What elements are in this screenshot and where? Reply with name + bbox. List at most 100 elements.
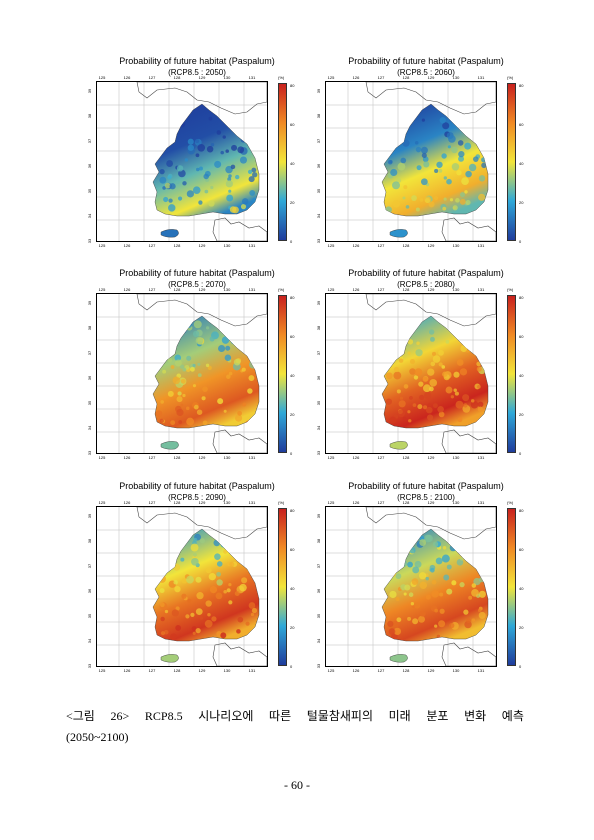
habitat-cell [433,195,439,201]
habitat-cell [388,628,396,635]
colorbar-tick-label: 80 [290,508,295,513]
longitude-tick-label: 131 [477,500,485,505]
habitat-map [325,506,497,667]
longitude-tick-label: 127 [377,243,385,248]
habitat-cell [443,176,447,180]
south-korea-habitat-region [381,315,489,429]
habitat-cell [159,602,165,608]
habitat-cell [425,576,429,581]
habitat-cell [187,144,194,151]
habitat-cell [234,590,240,596]
habitat-cell [415,207,420,212]
habitat-cell [455,198,460,203]
north-korea-outline [136,82,267,115]
caption-word: RCP8.5 [144,709,183,723]
habitat-cell [207,365,212,370]
habitat-cell [214,160,222,168]
longitude-tick-label: 129 [427,243,435,248]
habitat-cell [388,350,393,354]
panel-title: Probability of future habitat (Paspalum) [348,268,504,278]
habitat-cell [221,112,229,120]
colorbar-tick-label: 40 [290,373,295,378]
habitat-cell [455,114,462,120]
latitude-tick-label: 34 [316,425,322,431]
latitude-tick-label: 35 [87,400,93,406]
habitat-map [96,506,268,667]
habitat-cell [247,564,255,573]
habitat-cell [470,400,479,409]
habitat-cell [195,576,202,583]
habitat-cell [389,416,397,424]
habitat-cell [196,592,204,600]
habitat-cell [247,553,256,562]
habitat-cell [477,608,482,613]
colorbar-tick-label: 20 [519,200,524,205]
habitat-cell [426,414,434,421]
habitat-cell [438,168,443,173]
habitat-cell [202,386,208,392]
habitat-cell [182,393,186,398]
habitat-cell [243,109,251,117]
longitude-tick-label: 129 [198,500,206,505]
habitat-cell [245,621,250,626]
habitat-cell [209,585,218,594]
longitude-tick-label: 131 [477,668,485,673]
longitude-labels-bottom: 125 126 127 128 129 130 131 [96,668,268,674]
colorbar [507,508,516,666]
colorbar-tick-label: 60 [519,334,524,339]
habitat-cell [463,609,469,615]
habitat-cell [458,155,465,162]
habitat-cell [458,150,465,158]
map-panel: Probability of future habitat (Paspalum)… [87,56,319,260]
longitude-tick-label: 128 [173,243,181,248]
habitat-cell [186,355,192,361]
longitude-labels-bottom: 125 126 127 128 129 130 131 [96,455,268,461]
habitat-cell [470,128,478,136]
habitat-cell [439,117,446,124]
habitat-cell [192,186,201,194]
habitat-cell [190,366,195,372]
longitude-tick-label: 131 [248,500,256,505]
latitude-tick-label: 39 [87,513,93,519]
colorbar-unit: (%) [507,75,514,80]
habitat-cell [173,580,178,585]
habitat-cell [175,180,180,185]
habitat-cell [186,417,195,426]
longitude-tick-label: 128 [402,243,410,248]
habitat-cell [223,589,227,594]
habitat-cell [450,114,455,119]
habitat-cell [451,146,458,154]
habitat-cell [458,329,462,334]
habitat-cell [192,631,196,635]
habitat-cell [425,594,431,600]
habitat-cell [471,588,479,597]
habitat-cell [438,362,443,367]
habitat-cell [230,328,236,335]
habitat-cell [456,359,464,366]
latitude-tick-label: 39 [87,300,93,306]
longitude-tick-label: 128 [173,287,181,292]
latitude-tick-label: 36 [87,588,93,594]
habitat-cell [168,198,173,203]
habitat-cell [208,573,216,581]
longitude-tick-label: 126 [352,75,360,80]
habitat-cell [441,365,446,369]
habitat-cell [167,390,174,397]
habitat-cell [160,400,164,404]
colorbar-tick-label: 20 [290,412,295,417]
latitude-tick-label: 37 [316,563,322,569]
habitat-cell [418,615,426,623]
habitat-cell [399,540,403,545]
habitat-cell [456,559,464,566]
jeju-island [389,229,408,238]
habitat-cell [180,327,187,334]
habitat-cell [405,205,410,209]
japan-outline [441,642,496,666]
colorbar [278,295,287,453]
panel-subtitle: (RCP8.5 : 2060) [397,68,455,77]
colorbar-tick-label: 80 [519,83,524,88]
habitat-cell [160,616,165,622]
habitat-cell [226,108,234,116]
habitat-cell [225,149,229,153]
longitude-tick-label: 131 [477,455,485,460]
